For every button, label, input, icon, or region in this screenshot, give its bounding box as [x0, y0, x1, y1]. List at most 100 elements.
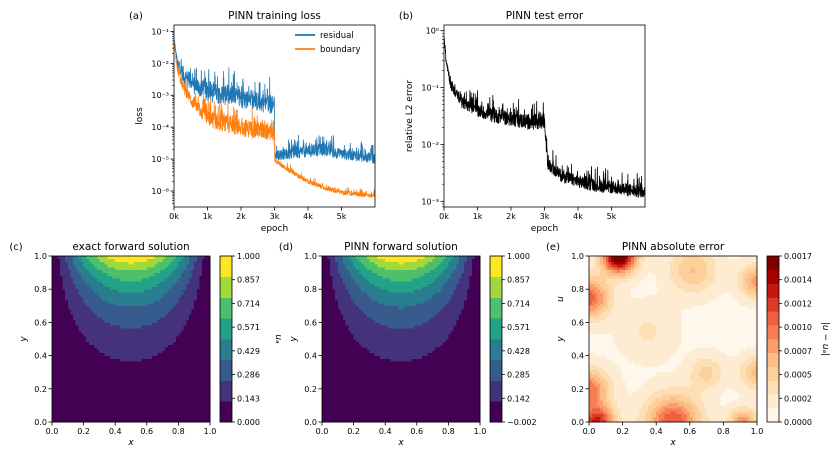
heatmap-cell	[358, 374, 362, 379]
heatmap-cell	[67, 314, 71, 318]
heatmap-cell	[65, 402, 69, 406]
heatmap-cell	[196, 283, 200, 287]
heatmap-cell	[348, 267, 352, 271]
heatmap-cell	[324, 272, 328, 276]
heatmap-cell	[112, 258, 116, 262]
heatmap-cell	[340, 283, 344, 287]
heatmap-cell	[128, 294, 132, 298]
heatmap-cell	[115, 264, 119, 268]
heatmap-cell	[159, 272, 163, 276]
heatmap-cell	[96, 413, 100, 417]
heatmap-cell	[350, 297, 354, 301]
heatmap-cell	[364, 413, 368, 417]
heatmap-cell	[167, 347, 171, 351]
heatmap-cell	[181, 258, 185, 262]
heatmap-cell	[162, 291, 166, 296]
heatmap-cell	[324, 399, 328, 404]
heatmap-cell	[361, 408, 365, 412]
heatmap-cell	[207, 316, 211, 321]
heatmap-cell	[181, 355, 185, 359]
heatmap-cell	[165, 416, 169, 420]
heatmap-cell	[70, 311, 74, 315]
heatmap-cell	[141, 391, 145, 395]
heatmap-cell	[102, 333, 106, 337]
heatmap-cell	[335, 386, 339, 390]
heatmap-cell	[353, 361, 357, 365]
heatmap-cell	[181, 272, 185, 276]
heatmap-cell	[165, 258, 169, 262]
heatmap-cell	[133, 383, 137, 387]
heatmap-cell	[88, 391, 92, 395]
heatmap-cell	[138, 372, 142, 376]
heatmap-cell	[343, 408, 347, 412]
heatmap-cell	[54, 369, 58, 373]
heatmap-cell	[104, 264, 108, 268]
heatmap-cell	[120, 272, 124, 276]
heatmap-cell	[175, 341, 179, 345]
heatmap-cell	[332, 402, 336, 406]
heatmap-cell	[204, 267, 208, 271]
heatmap-cell	[99, 305, 103, 309]
heatmap-cell	[183, 402, 187, 406]
heatmap-cell	[154, 405, 158, 409]
heatmap-cell	[162, 408, 166, 412]
heatmap-cell	[146, 341, 150, 345]
heatmap-cell	[167, 408, 171, 412]
heatmap-cell	[131, 352, 135, 356]
heatmap-cell	[112, 374, 116, 379]
heatmap-cell	[337, 361, 341, 365]
heatmap-cell	[117, 297, 121, 301]
heatmap-cell	[54, 377, 58, 381]
heatmap-cell	[62, 366, 66, 370]
heatmap-cell	[96, 308, 100, 312]
heatmap-cell	[91, 297, 95, 301]
heatmap-cell	[133, 344, 137, 348]
heatmap-cell	[337, 408, 341, 412]
heatmap-cell	[202, 267, 206, 271]
heatmap-cell	[123, 363, 127, 368]
heatmap-cell	[159, 399, 163, 404]
heatmap-cell	[322, 416, 326, 420]
heatmap-cell	[96, 330, 100, 334]
heatmap-cell	[112, 347, 116, 351]
heatmap-cell	[62, 316, 66, 321]
heatmap-cell	[99, 272, 103, 276]
heatmap-cell	[196, 399, 200, 404]
heatmap-cell	[112, 264, 116, 268]
heatmap-cell	[335, 410, 339, 415]
heatmap-cell	[154, 410, 158, 415]
heatmap-cell	[54, 291, 58, 296]
heatmap-cell	[366, 402, 370, 406]
heatmap-cell	[99, 327, 103, 332]
heatmap-cell	[99, 280, 103, 285]
heatmap-cell	[102, 413, 106, 417]
heatmap-cell	[154, 363, 158, 368]
heatmap-cell	[57, 319, 61, 323]
heatmap-cell	[94, 352, 98, 356]
heatmap-cell	[154, 267, 158, 271]
heatmap-cell	[83, 314, 87, 318]
heatmap-cell	[175, 394, 179, 398]
heatmap-cell	[191, 275, 195, 279]
heatmap-cell	[78, 319, 82, 323]
heatmap-cell	[207, 294, 211, 298]
heatmap-cell	[369, 341, 373, 345]
heatmap-cell	[186, 361, 190, 365]
heatmap-cell	[131, 291, 135, 296]
heatmap-cell	[204, 333, 208, 337]
heatmap-cell	[107, 289, 111, 293]
heatmap-cell	[366, 289, 370, 293]
heatmap-cell	[65, 319, 69, 323]
heatmap-cell	[175, 339, 179, 343]
heatmap-cell	[324, 322, 328, 326]
heatmap-cell	[369, 267, 373, 271]
heatmap-cell	[80, 269, 84, 273]
heatmap-cell	[62, 347, 66, 351]
heatmap-cell	[369, 311, 373, 315]
heatmap-cell	[149, 325, 153, 329]
heatmap-cell	[123, 413, 127, 417]
heatmap-cell	[120, 289, 124, 293]
heatmap-cell	[343, 399, 347, 404]
heatmap-cell	[162, 333, 166, 337]
heatmap-cell	[170, 352, 174, 356]
